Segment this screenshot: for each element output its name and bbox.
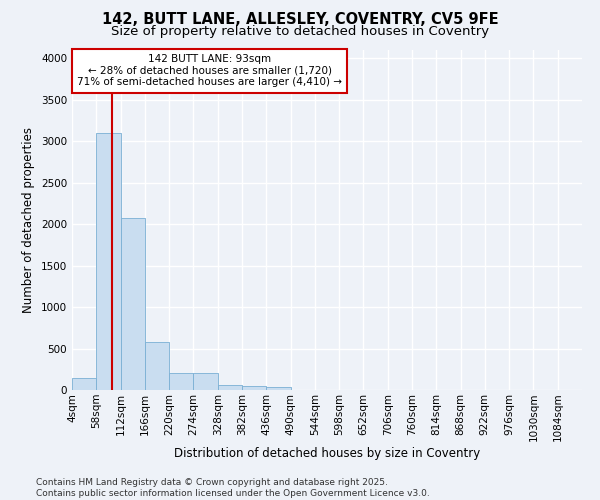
Bar (121, 218, 145, 390)
Text: Size of property relative to detached houses in Coventry: Size of property relative to detached ho… (111, 25, 489, 38)
Text: 142, BUTT LANE, ALLESLEY, COVENTRY, CV5 9FE: 142, BUTT LANE, ALLESLEY, COVENTRY, CV5 … (101, 12, 499, 28)
Bar (169, 373, 193, 390)
Bar (218, 384, 242, 390)
Bar (145, 342, 169, 390)
Text: Contains HM Land Registry data © Crown copyright and database right 2025.
Contai: Contains HM Land Registry data © Crown c… (36, 478, 430, 498)
Y-axis label: Number of detached properties: Number of detached properties (22, 127, 35, 313)
Bar (193, 373, 218, 390)
X-axis label: Distribution of detached houses by size in Coventry: Distribution of detached houses by size … (174, 447, 480, 460)
Bar (242, 386, 266, 390)
Bar (96, 133, 121, 390)
Bar (266, 387, 290, 390)
Bar (72, 378, 96, 390)
Text: 142 BUTT LANE: 93sqm
← 28% of detached houses are smaller (1,720)
71% of semi-de: 142 BUTT LANE: 93sqm ← 28% of detached h… (77, 54, 342, 88)
